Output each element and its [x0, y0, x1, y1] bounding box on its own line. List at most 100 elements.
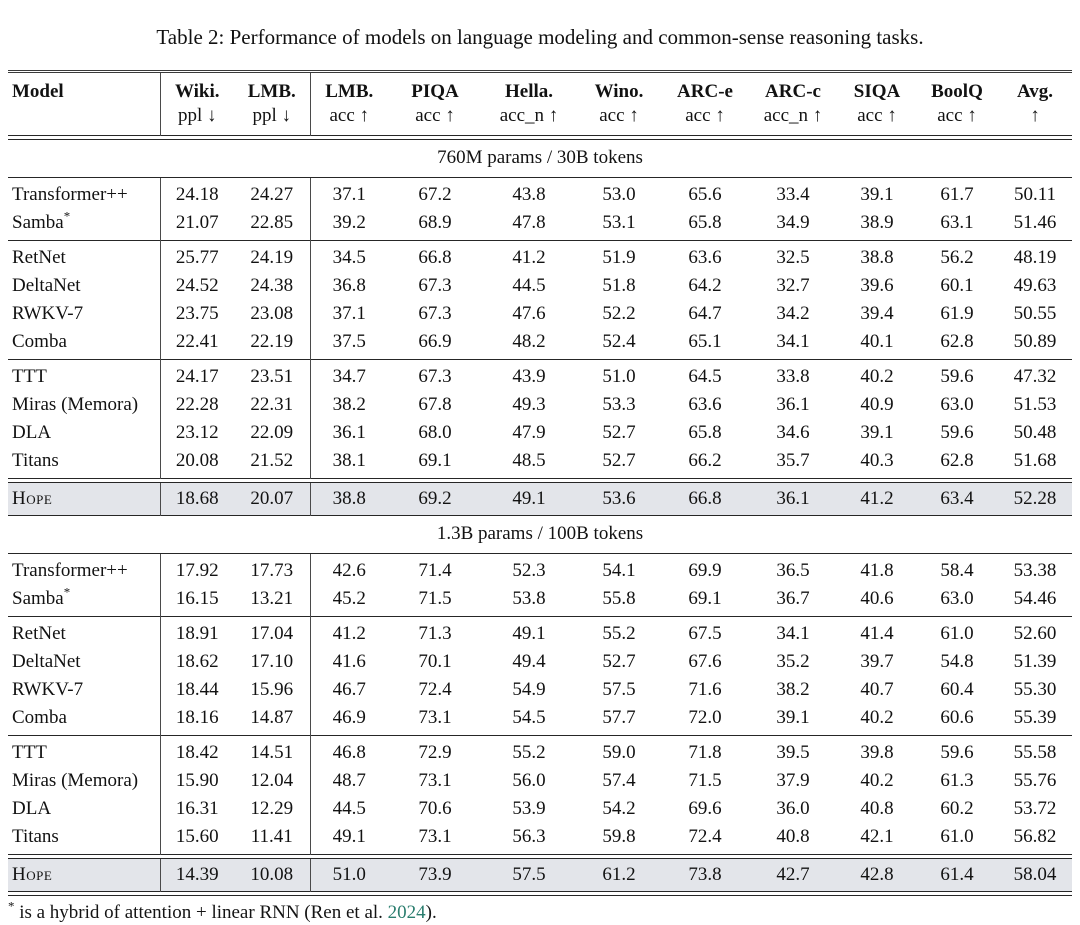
- rule-row: [8, 553, 1072, 554]
- model-name: RWKV-7: [12, 303, 84, 324]
- value-cell: 58.4: [940, 560, 974, 581]
- value-cell: 50.55: [1013, 303, 1057, 324]
- model-cell: Miras (Memora): [8, 391, 161, 419]
- column-subheader: ppl ↓: [234, 104, 311, 136]
- column-header: ARC-e: [677, 81, 733, 102]
- value-cell: 49.63: [1013, 275, 1057, 296]
- value-cell: 57.5: [482, 858, 576, 892]
- value-cell: 34.1: [776, 331, 810, 352]
- column-header: LMB.: [234, 71, 311, 104]
- rule-row: [8, 515, 1072, 516]
- value-cell: 24.27: [234, 178, 311, 209]
- rule: [8, 177, 1072, 178]
- value-cell: 65.6: [688, 184, 722, 205]
- value-cell: 54.5: [512, 707, 546, 728]
- value-cell: 49.1: [512, 623, 546, 644]
- value-cell: 53.1: [602, 212, 636, 233]
- rule-row: [8, 135, 1072, 140]
- value-cell: 33.8: [776, 366, 810, 387]
- value-cell: 62.8: [940, 450, 974, 471]
- value-cell: 67.3: [418, 366, 452, 387]
- value-cell: 55.30: [1013, 679, 1057, 700]
- value-cell: 18.91: [175, 623, 219, 644]
- value-cell: 18.16: [175, 707, 219, 728]
- value-cell: 34.9: [776, 212, 810, 233]
- value-cell: 34.1: [776, 623, 810, 644]
- value-cell: 57.4: [602, 770, 636, 791]
- rule: [8, 478, 1072, 483]
- rule-row: [8, 891, 1072, 896]
- value-cell: 51.8: [602, 275, 636, 296]
- model-name: DeltaNet: [12, 275, 81, 296]
- value-cell: 60.1: [940, 275, 974, 296]
- value-cell: 66.2: [688, 450, 722, 471]
- model-name: Miras (Memora): [12, 770, 139, 791]
- value-cell: 55.2: [512, 742, 546, 763]
- value-cell: 53.6: [576, 482, 662, 516]
- citation-link[interactable]: 2024: [387, 902, 426, 923]
- model-name: TTT: [12, 366, 47, 387]
- column-header: SIQA: [853, 81, 901, 102]
- value-cell: 36.1: [776, 394, 810, 415]
- table-row: Transformer++ 17.92 17.73 42.6 71.4 52.3 54.1 6…: [8, 554, 1072, 585]
- table-caption: Table 2: Performance of models on langua…: [156, 25, 924, 49]
- value-cell: 61.4: [916, 858, 998, 892]
- column-subheader: acc ↑: [857, 105, 897, 126]
- rule-row: [8, 177, 1072, 178]
- value-cell: 16.15: [175, 588, 219, 609]
- rule-row: [8, 478, 1072, 483]
- value-cell: 56.3: [512, 826, 546, 847]
- model-cell: Comba: [8, 328, 161, 360]
- value-cell: 38.8: [310, 482, 388, 516]
- table-row: Hope 18.68 20.07 38.8 69.2 49.1 53.6 66.8 36.1 41…: [8, 482, 1072, 516]
- model-name: RWKV-7: [12, 679, 84, 700]
- value-cell: 53.38: [1013, 560, 1057, 581]
- header-subrow: ppl ↓ ppl ↓ acc ↑ acc ↑ acc_n ↑ acc ↑ acc ↑ acc…: [8, 104, 1072, 136]
- value-cell: 21.07: [175, 212, 219, 233]
- value-cell: 36.5: [776, 560, 810, 581]
- value-cell: 47.9: [512, 422, 546, 443]
- table-row: Titans 15.60 11.41 49.1 73.1 56.3 59.8 72.4 40.8…: [8, 823, 1072, 855]
- value-cell: 67.5: [688, 623, 722, 644]
- section-header-row: 1.3B params / 100B tokens: [8, 516, 1072, 554]
- value-cell: 23.75: [175, 303, 219, 324]
- value-cell: 71.3: [418, 623, 452, 644]
- value-cell: 51.68: [1013, 450, 1057, 471]
- model-name: DeltaNet: [12, 651, 81, 672]
- model-name: Samba: [12, 588, 64, 609]
- value-cell: 65.1: [688, 331, 722, 352]
- value-cell: 52.7: [602, 651, 636, 672]
- value-cell: 60.2: [940, 798, 974, 819]
- value-cell: 48.7: [332, 770, 366, 791]
- value-cell: 24.19: [234, 241, 311, 272]
- value-cell: 18.62: [175, 651, 219, 672]
- table-row: DeltaNet 18.62 17.10 41.6 70.1 49.4 52.7 67.6 35…: [8, 648, 1072, 676]
- value-cell: 40.8: [860, 798, 894, 819]
- value-cell: 41.8: [860, 560, 894, 581]
- value-cell: 67.8: [418, 394, 452, 415]
- value-cell: 70.6: [418, 798, 452, 819]
- value-cell: 51.0: [310, 858, 388, 892]
- value-cell: 17.10: [234, 648, 311, 676]
- value-cell: 71.8: [688, 742, 722, 763]
- model-cell: Miras (Memora): [8, 767, 161, 795]
- column-subheader: acc ↑: [599, 105, 639, 126]
- value-cell: 42.7: [748, 858, 838, 892]
- value-cell: 34.5: [332, 247, 366, 268]
- model-cell: Titans: [8, 823, 161, 855]
- column-subheader: acc ↑: [329, 105, 370, 126]
- table-row: TTT 18.42 14.51 46.8 72.9 55.2 59.0 71.8 39.5 39.…: [8, 736, 1072, 767]
- table-row: Titans 20.08 21.52 38.1 69.1 48.5 52.7 66.2 35.7…: [8, 447, 1072, 479]
- value-cell: 46.9: [332, 707, 366, 728]
- value-cell: 51.39: [1013, 651, 1057, 672]
- value-cell: 62.8: [940, 331, 974, 352]
- value-cell: 39.5: [776, 742, 810, 763]
- value-cell: 66.9: [418, 331, 452, 352]
- value-cell: 51.46: [1013, 212, 1057, 233]
- model-cell: RWKV-7: [8, 676, 161, 704]
- value-cell: 37.9: [776, 770, 810, 791]
- value-cell: 51.0: [602, 366, 636, 387]
- value-cell: 40.2: [860, 770, 894, 791]
- table-row: Hope 14.39 10.08 51.0 73.9 57.5 61.2 73.8 42.7 42…: [8, 858, 1072, 892]
- value-cell: 35.7: [776, 450, 810, 471]
